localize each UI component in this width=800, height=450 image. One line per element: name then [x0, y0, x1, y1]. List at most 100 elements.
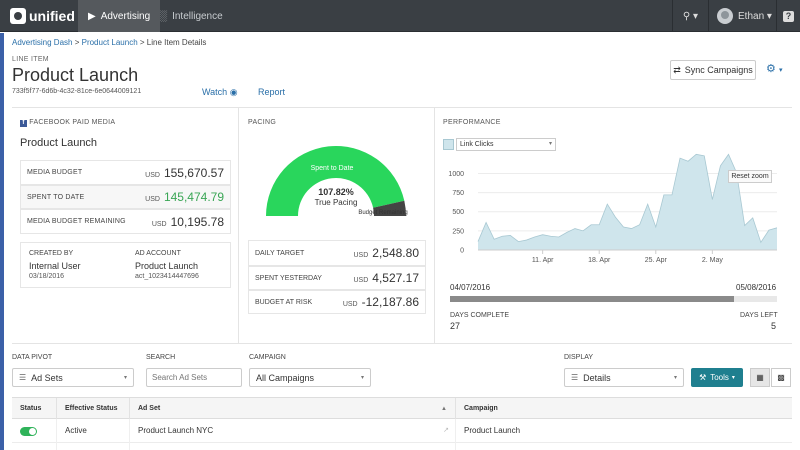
display-select[interactable]: ☰ Details ▾ — [564, 368, 684, 387]
grid-small-icon: ▩ — [777, 373, 785, 382]
pacing-value: 4,527.17 — [372, 271, 419, 285]
compact-view-button[interactable]: ▩ — [771, 368, 791, 387]
breadcrumb: Advertising Dash > Product Launch > Line… — [12, 38, 207, 47]
metric-label: SPENT TO DATE — [27, 193, 85, 201]
chevron-down-icon: ▾ — [548, 141, 552, 147]
table-row[interactable] — [12, 443, 792, 450]
performance-area-chart[interactable]: 0 250 500 750 1000 11. Apr 18. Apr 25. Apr 2. Ma… — [440, 150, 785, 268]
status-cell — [12, 443, 57, 450]
column-header-effective-status[interactable]: Effective Status — [57, 398, 130, 420]
watch-link[interactable]: Watch ◉ — [202, 87, 238, 98]
column-header-ad-set[interactable]: Ad Set ▲ — [130, 398, 456, 420]
megaphone-icon: ▶ — [88, 10, 96, 22]
ad-account-id: act_1023414447696 — [135, 273, 199, 280]
currency: USD — [145, 171, 160, 179]
help-button[interactable]: ? — [776, 0, 800, 32]
column-header-campaign[interactable]: Campaign — [464, 405, 498, 412]
breadcrumb-link[interactable]: Product Launch — [81, 38, 138, 47]
watch-label: Watch — [202, 87, 228, 97]
days-complete-label: DAYS COMPLETE — [450, 312, 509, 319]
key-menu-button[interactable]: ⚲ ▾ — [672, 0, 708, 32]
metric-select-value: Link Clicks — [460, 141, 494, 148]
divider — [12, 343, 792, 344]
data-pivot-label: DATA PIVOT — [12, 354, 53, 361]
chevron-down-icon: ▾ — [123, 375, 127, 381]
display-select-value: Details — [583, 372, 611, 383]
flight-progress-fill — [450, 296, 735, 302]
currency: USD — [342, 301, 358, 308]
ad-set-name[interactable]: Product Launch NYC — [138, 426, 214, 435]
data-pivot-value: Ad Sets — [31, 372, 63, 383]
data-pivot-select[interactable]: ☰ Ad Sets ▾ — [12, 368, 134, 387]
metric-label: MEDIA BUDGET — [27, 169, 83, 176]
x-tick-label: 11. Apr — [532, 257, 554, 264]
pacing-label: BUDGET AT RISK — [255, 298, 313, 306]
currency: USD — [353, 252, 369, 259]
facebook-section-title: f FACEBOOK PAID MEDIA — [20, 119, 115, 127]
sort-asc-icon: ▲ — [441, 406, 447, 412]
days-left-label: DAYS LEFT — [740, 312, 778, 319]
metric-value: 155,670.57 — [163, 165, 224, 180]
table-row[interactable]: Active Product Launch NYC ↗ Product Laun… — [12, 419, 792, 443]
key-icon: ⚲ — [682, 10, 691, 22]
status-toggle[interactable] — [20, 427, 37, 436]
days-left-value: 5 — [771, 321, 777, 331]
bar-chart-icon: ░ — [160, 10, 168, 22]
logo-mark-icon — [10, 8, 26, 24]
created-by-value: Internal User — [29, 261, 81, 271]
page-title: Product Launch — [12, 65, 139, 85]
chevron-down-icon: ▾ — [693, 10, 699, 22]
metric-label: MEDIA BUDGET REMAINING — [27, 218, 126, 225]
chevron-down-icon: ▾ — [766, 10, 772, 22]
gauge-remaining-label: Budget Remaining — [358, 210, 407, 216]
user-menu-button[interactable]: Ethan ▾ — [708, 0, 776, 32]
tools-label: Tools — [710, 373, 729, 382]
breadcrumb-link[interactable]: Advertising Dash — [12, 38, 73, 47]
user-name: Ethan — [738, 10, 765, 22]
chart-area-series[interactable] — [478, 154, 777, 250]
tools-button[interactable]: ⚒ Tools ▾ — [691, 368, 743, 387]
y-tick-label: 0 — [460, 248, 464, 255]
days-complete-value: 27 — [450, 321, 461, 331]
unified-logo[interactable]: unified — [10, 7, 75, 25]
reset-zoom-button[interactable]: Reset zoom — [728, 170, 772, 183]
sync-campaigns-button[interactable]: ⇄ Sync Campaigns — [670, 60, 756, 80]
currency: USD — [151, 220, 167, 228]
campaign-select[interactable]: All Campaigns ▾ — [249, 368, 371, 387]
campaign-select-value: All Campaigns — [256, 372, 315, 383]
effective-status-cell: Active — [57, 419, 130, 443]
gauge-spent-arc — [266, 146, 405, 216]
help-icon: ? — [783, 10, 794, 22]
top-navbar: unified ▶ Advertising ░ Intelligence ⚲ ▾… — [0, 0, 800, 32]
external-link-icon[interactable]: ↗ — [443, 427, 449, 434]
ad-account-label: AD ACCOUNT — [135, 250, 181, 257]
chart-series-line — [477, 153, 778, 244]
grid-view-button[interactable]: ▦ — [750, 368, 770, 387]
nav-tab-advertising[interactable]: ▶ Advertising — [78, 0, 161, 32]
chevron-down-icon: ▾ — [360, 375, 364, 381]
left-accent-stripe — [0, 33, 4, 450]
series-color-swatch — [443, 139, 454, 150]
facebook-icon: f — [20, 120, 27, 127]
logo-text: unified — [29, 8, 75, 24]
report-link[interactable]: Report — [258, 87, 286, 97]
y-tick-label: 500 — [452, 209, 464, 216]
search-input[interactable] — [146, 368, 242, 387]
line-item-id: 733f5f77-6d6b-4c32-81ce-6e0644009121 — [12, 88, 142, 95]
facebook-campaign-name: Product Launch — [20, 137, 98, 149]
column-header-status[interactable]: Status — [12, 398, 57, 420]
search-label: SEARCH — [146, 354, 176, 361]
settings-menu-button[interactable]: ⚙ ▾ — [766, 62, 782, 75]
nav-tab-intelligence[interactable]: ░ Intelligence — [150, 0, 233, 32]
y-tick-label: 1000 — [448, 171, 464, 178]
metric-select[interactable]: Link Clicks ▾ — [456, 138, 556, 151]
x-tick-label: 25. Apr — [645, 257, 668, 264]
pacing-label: DAILY TARGET — [255, 249, 305, 257]
start-date: 04/07/2016 — [450, 283, 491, 292]
list-icon: ☰ — [571, 373, 579, 382]
budget-remaining-row: MEDIA BUDGET REMAINING USD 10,195.78 — [20, 209, 231, 234]
gauge-spent-label: Spent to Date — [311, 165, 354, 172]
gauge-remaining-arc — [373, 200, 406, 216]
pacing-percent-label: True Pacing — [314, 198, 358, 207]
section-title-text: FACEBOOK PAID MEDIA — [29, 119, 116, 126]
